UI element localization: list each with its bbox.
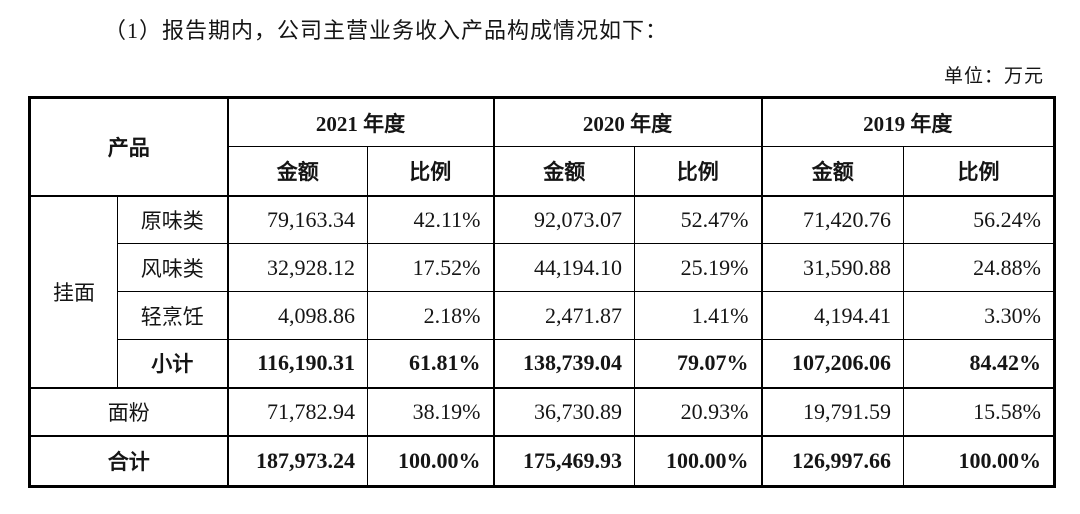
cell-2019-ratio: 100.00% (903, 435, 1055, 487)
cell-2019-amount: 19,791.59 (761, 387, 904, 437)
row-label: 面粉 (29, 387, 229, 437)
product-column-header: 产品 (29, 97, 229, 197)
amount-header-2020: 金额 (493, 146, 635, 197)
ratio-header-2020: 比例 (634, 146, 763, 197)
ratio-header-2021: 比例 (367, 146, 495, 197)
cell-2019-ratio: 56.24% (903, 195, 1055, 244)
cell-2020-ratio: 25.19% (634, 243, 763, 292)
row-grand-total: 合计 187,973.24 100.00% 175,469.93 100.00%… (29, 435, 1055, 487)
cell-2020-amount: 44,194.10 (493, 243, 635, 292)
cell-2021-ratio: 42.11% (367, 195, 495, 244)
amount-header-2019: 金额 (761, 146, 904, 197)
cell-2019-ratio: 3.30% (903, 291, 1055, 340)
cell-2021-amount: 4,098.86 (227, 291, 368, 340)
cell-2021-ratio: 2.18% (367, 291, 495, 340)
revenue-composition-table: 产品 2021 年度 2020 年度 2019 年度 金额 比例 金额 比例 金… (28, 96, 1056, 488)
cell-2021-ratio: 100.00% (367, 435, 495, 487)
cell-2021-ratio: 17.52% (367, 243, 495, 292)
cell-2020-ratio: 52.47% (634, 195, 763, 244)
cell-2020-ratio: 79.07% (634, 339, 763, 389)
cell-2020-amount: 175,469.93 (493, 435, 635, 487)
cell-2019-amount: 31,590.88 (761, 243, 904, 292)
unit-label: 单位：万元 (943, 66, 1044, 87)
group-label-noodles: 挂面 (29, 195, 118, 389)
row-light-cooking: 轻烹饪 4,098.86 2.18% 2,471.87 1.41% 4,194.… (30, 291, 1055, 340)
row-label: 轻烹饪 (117, 291, 229, 340)
cell-2021-amount: 116,190.31 (227, 339, 368, 389)
cell-2020-ratio: 1.41% (634, 291, 763, 340)
row-label: 原味类 (117, 195, 229, 244)
year-header-2019: 2019 年度 (761, 97, 1055, 147)
cell-2019-ratio: 84.42% (903, 339, 1055, 389)
amount-header-2021: 金额 (227, 146, 368, 197)
cell-2019-amount: 71,420.76 (761, 195, 904, 244)
header-row-metrics: 金额 比例 金额 比例 金额 比例 (30, 146, 1055, 197)
cell-2021-amount: 71,782.94 (227, 387, 368, 437)
cell-2020-ratio: 20.93% (634, 387, 763, 437)
row-flour: 面粉 71,782.94 38.19% 36,730.89 20.93% 19,… (29, 387, 1055, 437)
row-flavored-noodles: 风味类 32,928.12 17.52% 44,194.10 25.19% 31… (30, 243, 1055, 292)
cell-2019-amount: 126,997.66 (761, 435, 904, 487)
cell-2021-amount: 187,973.24 (227, 435, 368, 487)
ratio-header-2019: 比例 (903, 146, 1055, 197)
row-label: 小计 (117, 339, 229, 389)
row-label: 合计 (29, 435, 229, 487)
cell-2020-amount: 92,073.07 (493, 195, 635, 244)
cell-2020-amount: 36,730.89 (493, 387, 635, 437)
row-noodles-subtotal: 小计 116,190.31 61.81% 138,739.04 79.07% 1… (30, 339, 1055, 389)
cell-2020-amount: 138,739.04 (493, 339, 635, 389)
cell-2020-ratio: 100.00% (634, 435, 763, 487)
cell-2019-ratio: 24.88% (903, 243, 1055, 292)
cell-2021-ratio: 61.81% (367, 339, 495, 389)
year-header-2021: 2021 年度 (227, 97, 495, 147)
row-plain-noodles: 挂面 原味类 79,163.34 42.11% 92,073.07 52.47%… (29, 195, 1055, 389)
cell-2021-amount: 79,163.34 (227, 195, 368, 244)
cell-2021-ratio: 38.19% (367, 387, 495, 437)
cell-2020-amount: 2,471.87 (493, 291, 635, 340)
cell-2019-ratio: 15.58% (903, 387, 1055, 437)
year-header-2020: 2020 年度 (493, 97, 763, 147)
cell-2019-amount: 4,194.41 (761, 291, 904, 340)
cell-2019-amount: 107,206.06 (761, 339, 904, 389)
cell-2021-amount: 32,928.12 (227, 243, 368, 292)
section-title: （1）报告期内，公司主营业务收入产品构成情况如下： (104, 18, 669, 43)
row-label: 风味类 (117, 243, 229, 292)
header-row-years: 产品 2021 年度 2020 年度 2019 年度 (29, 97, 1055, 197)
